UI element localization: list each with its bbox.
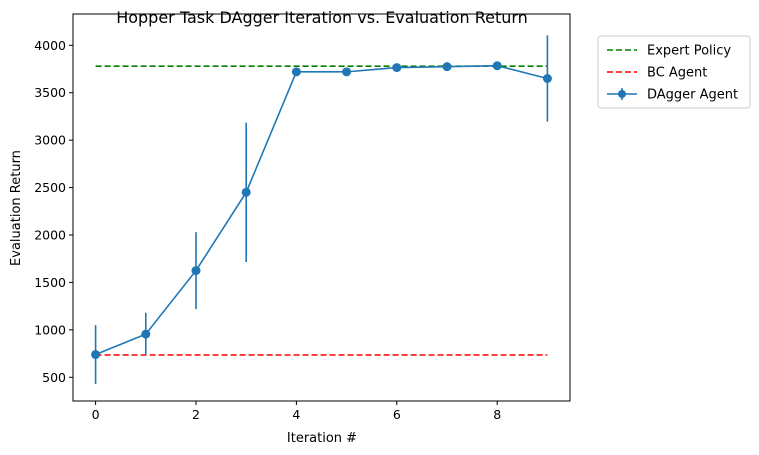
legend-label-dagger-agent: DAgger Agent	[647, 88, 738, 103]
y-tick-label: 1000	[34, 322, 66, 337]
x-tick-label: 4	[292, 407, 300, 422]
y-tick-label: 2500	[34, 180, 66, 195]
dagger-agent-point	[191, 266, 201, 276]
x-axis: 0 2 4 6 8	[92, 401, 501, 422]
dagger-agent-point	[542, 74, 552, 83]
x-tick-label: 6	[393, 407, 401, 422]
dagger-agent-point	[291, 67, 301, 77]
dagger-agent-point	[91, 350, 101, 360]
legend: Expert Policy BC Agent DAgger Agent	[597, 35, 751, 109]
legend-frame	[597, 35, 751, 109]
y-tick-label: 3500	[34, 85, 66, 100]
y-tick-label: 2000	[34, 228, 66, 243]
y-tick-label: 500	[42, 370, 66, 385]
legend-label-bc-agent: BC Agent	[647, 66, 707, 81]
legend-swatch-dagger-agent	[607, 88, 637, 100]
y-tick-label: 4000	[34, 38, 66, 53]
legend-swatch-marker	[618, 90, 626, 98]
x-tick-label: 8	[493, 407, 501, 422]
y-tick-label: 1500	[34, 275, 66, 290]
dagger-agent-point	[342, 67, 352, 77]
x-axis-label: Iteration #	[287, 431, 357, 446]
y-tick-label: 3000	[34, 133, 66, 148]
dagger-agent-line	[95, 64, 548, 356]
axes-frame	[72, 13, 571, 402]
y-axis-label: Evaluation Return	[9, 150, 24, 266]
dagger-agent-point	[392, 63, 402, 73]
legend-label-expert-policy: Expert Policy	[647, 44, 731, 59]
dagger-agent-point	[241, 187, 251, 197]
dagger-agent-point	[141, 329, 151, 339]
y-axis: 500 1000 1500 2000 2500 3000 3500 4000	[34, 38, 73, 385]
x-tick-label: 2	[192, 407, 200, 422]
x-tick-label: 0	[92, 407, 100, 422]
dagger-agent-point	[492, 61, 502, 71]
dagger-agent-point	[442, 62, 452, 72]
chart-title: Hopper Task DAgger Iteration vs. Evaluat…	[116, 8, 528, 27]
plot-area	[91, 35, 552, 384]
